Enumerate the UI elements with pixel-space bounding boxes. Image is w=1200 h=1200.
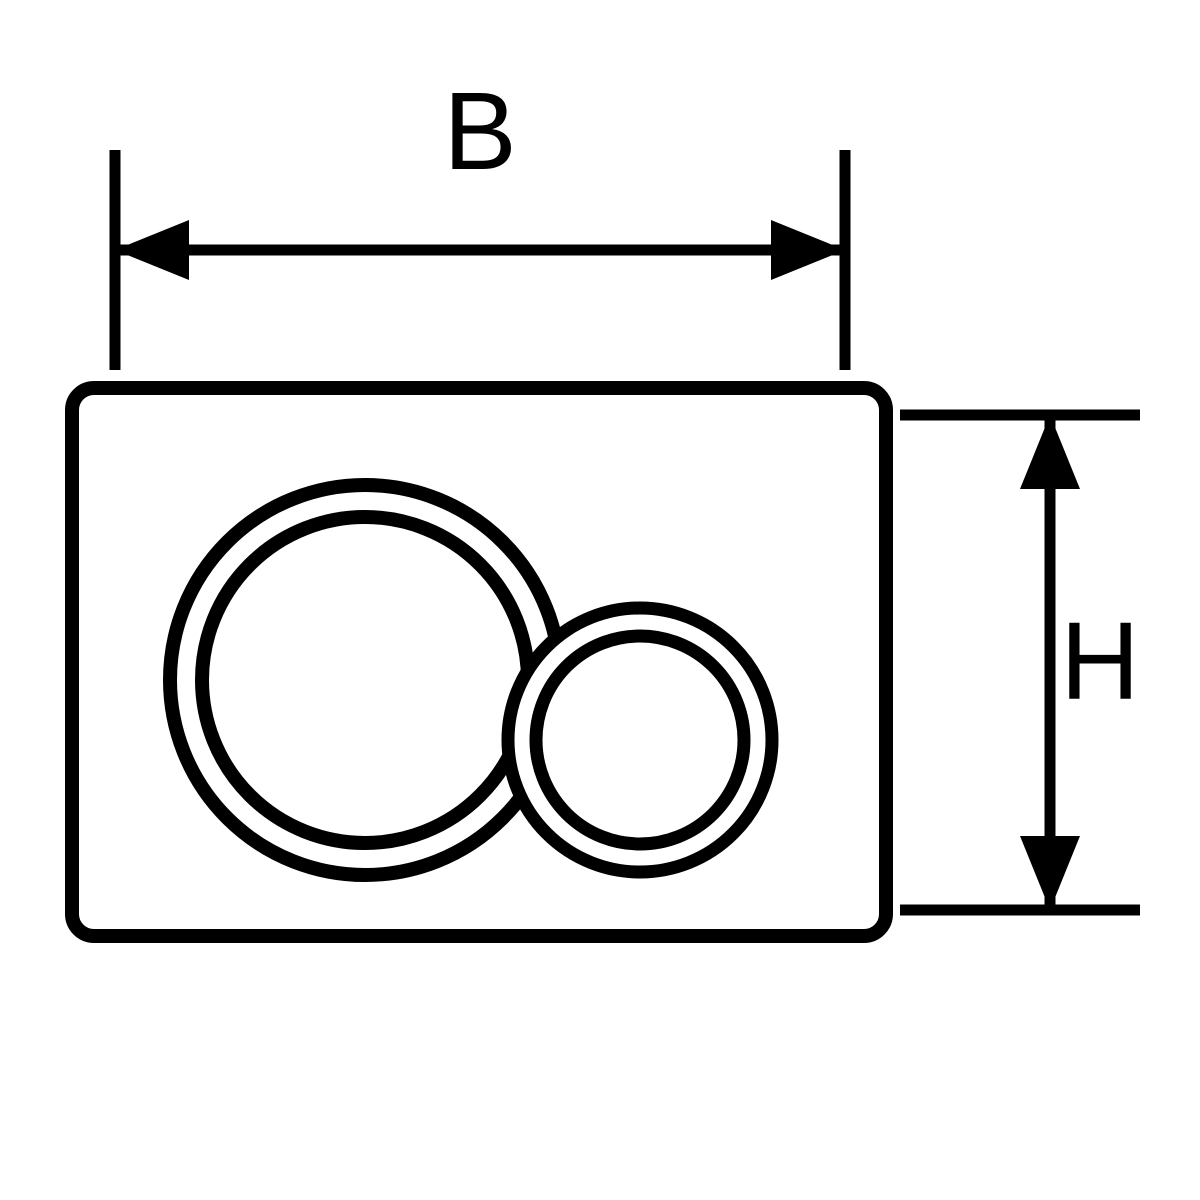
- dimension-width-label: B: [443, 70, 516, 193]
- dimension-height-label: H: [1060, 600, 1139, 723]
- arrow-up-icon: [1020, 415, 1080, 489]
- dimension-width: B: [115, 70, 845, 370]
- technical-drawing: BH: [0, 0, 1200, 1200]
- flush-buttons: [170, 485, 778, 878]
- arrow-right-icon: [771, 220, 845, 280]
- arrow-down-icon: [1020, 836, 1080, 910]
- arrow-left-icon: [115, 220, 189, 280]
- dimension-height: H: [900, 415, 1140, 910]
